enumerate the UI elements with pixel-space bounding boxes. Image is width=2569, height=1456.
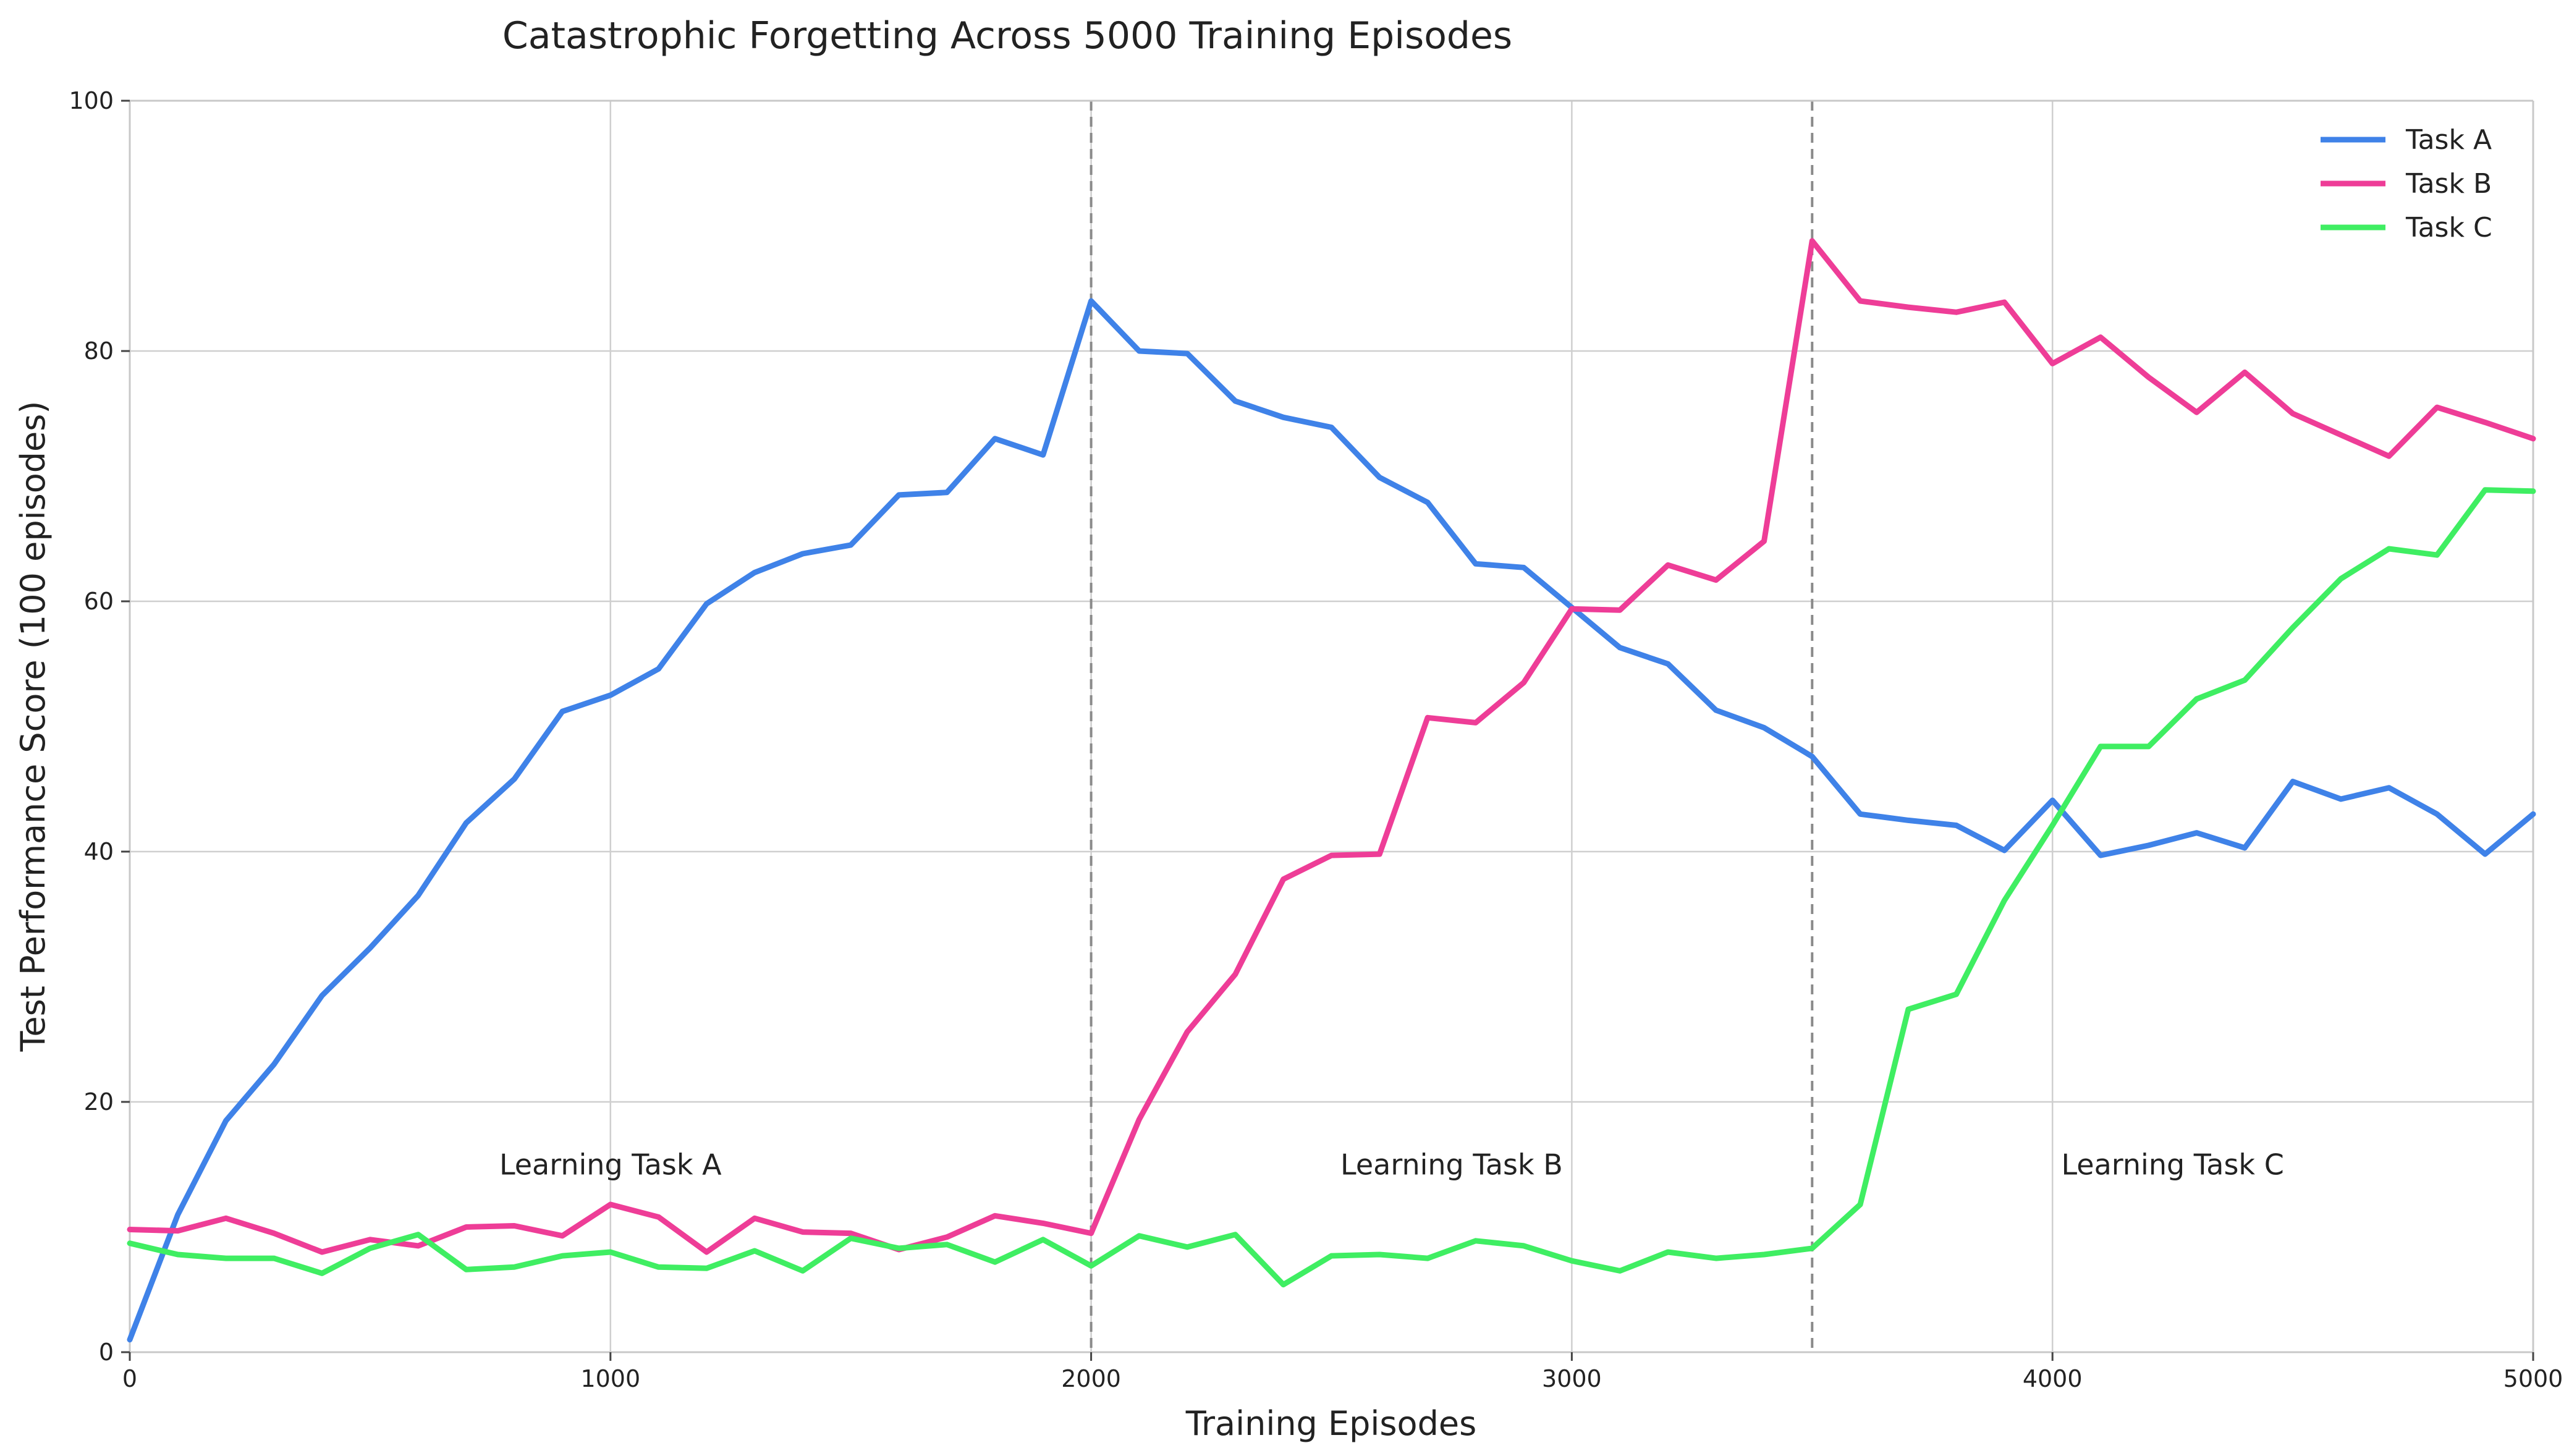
- legend-label-task-c: Task C: [2405, 212, 2492, 243]
- series-line-task-b: [127, 238, 2536, 1255]
- y-tick-label: 20: [84, 1088, 114, 1115]
- phase-annotation: Learning Task B: [1340, 1148, 1563, 1181]
- y-tick-label: 40: [84, 838, 114, 865]
- phase-annotation: Learning Task A: [499, 1148, 722, 1181]
- legend-label-task-a: Task A: [2405, 124, 2492, 156]
- series-lines: [127, 238, 2536, 1343]
- y-tick-label: 60: [84, 588, 114, 615]
- axes: [129, 99, 2534, 1353]
- x-axis-title: Training Episodes: [1185, 1404, 1476, 1443]
- y-tick-label: 100: [69, 87, 114, 114]
- x-tick-label: 4000: [2023, 1365, 2083, 1392]
- y-tick-label: 80: [84, 337, 114, 365]
- legend-label-task-b: Task B: [2405, 168, 2492, 200]
- phase-annotations: Learning Task A Learning Task B Learning T…: [499, 1148, 2284, 1181]
- x-tick-label: 0: [122, 1365, 137, 1392]
- x-tick-label: 5000: [2503, 1365, 2563, 1392]
- plot-background: [130, 101, 2533, 1352]
- x-tick-label: 3000: [1542, 1365, 1602, 1392]
- y-tick-label: 0: [99, 1339, 114, 1366]
- phase-annotation: Learning Task C: [2061, 1148, 2283, 1181]
- chart-title: Catastrophic Forgetting Across 5000 Trai…: [502, 14, 1512, 57]
- x-tick-label: 1000: [580, 1365, 640, 1392]
- x-tick-label: 2000: [1061, 1365, 1121, 1392]
- grid-lines: [130, 101, 2533, 1352]
- series-line-task-a: [127, 298, 2536, 1343]
- y-axis-title: Test Performance Score (100 episodes): [14, 401, 53, 1052]
- series-line-task-c: [127, 487, 2536, 1288]
- legend: Task A Task B Task C: [2321, 124, 2492, 243]
